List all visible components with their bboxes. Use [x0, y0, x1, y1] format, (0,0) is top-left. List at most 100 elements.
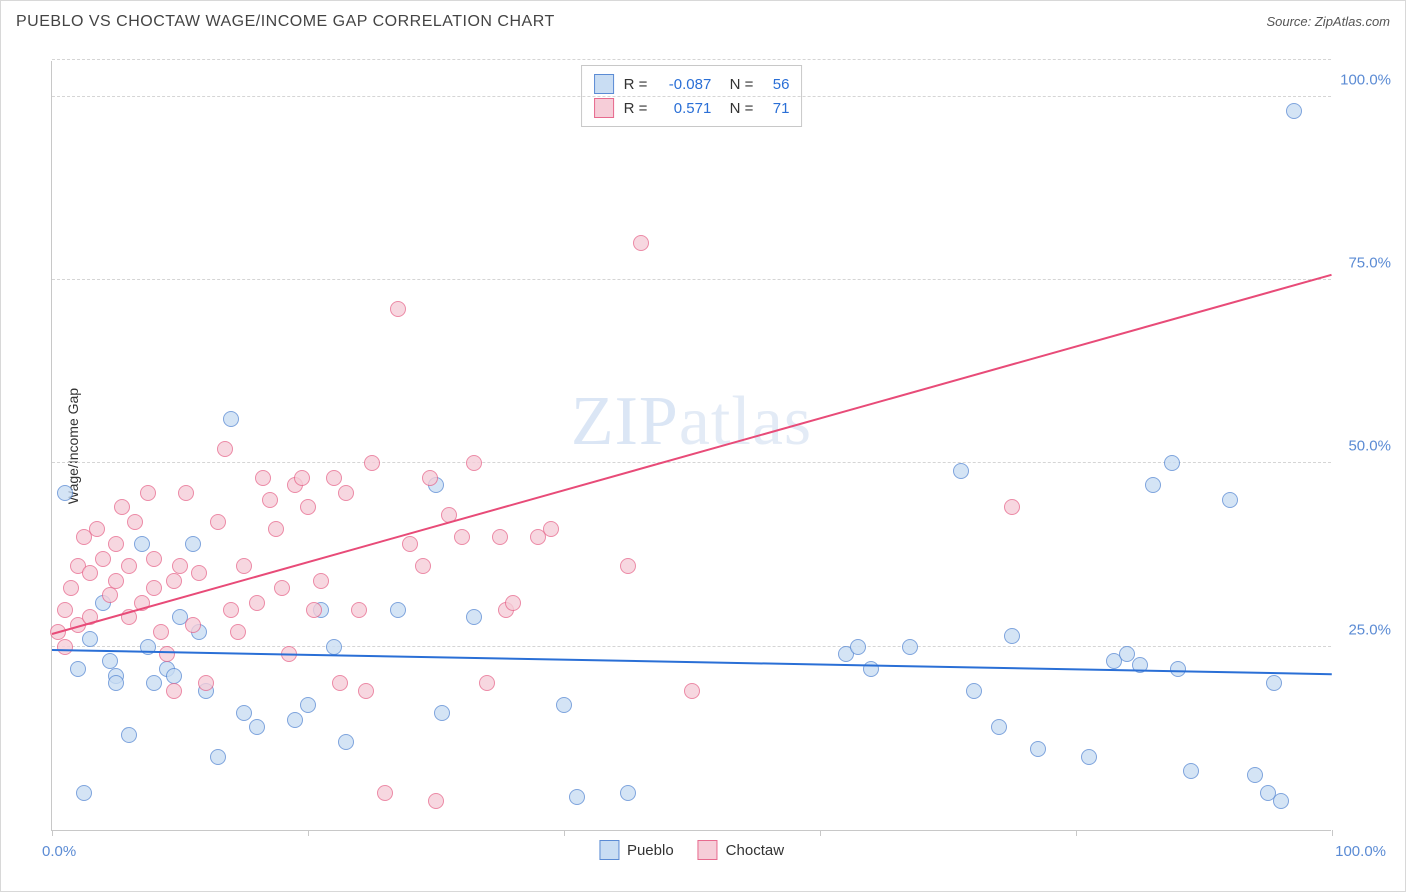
y-tick-label: 75.0%	[1348, 255, 1391, 272]
data-point	[953, 463, 969, 479]
data-point	[70, 661, 86, 677]
y-tick-label: 25.0%	[1348, 621, 1391, 638]
data-point	[364, 455, 380, 471]
data-point	[377, 785, 393, 801]
data-point	[1286, 103, 1302, 119]
legend-stats-row: R =0.571 N =71	[594, 96, 790, 120]
data-point	[402, 536, 418, 552]
legend-n-label: N =	[721, 100, 753, 117]
data-point	[556, 697, 572, 713]
data-point	[684, 683, 700, 699]
legend-series-label: Choctaw	[726, 842, 784, 859]
data-point	[1030, 741, 1046, 757]
data-point	[428, 793, 444, 809]
legend-series: Pueblo Choctaw	[599, 840, 784, 860]
x-tick	[52, 830, 53, 836]
data-point	[1222, 492, 1238, 508]
data-point	[198, 675, 214, 691]
data-point	[223, 602, 239, 618]
data-point	[1247, 767, 1263, 783]
data-point	[153, 624, 169, 640]
data-point	[185, 536, 201, 552]
data-point	[159, 646, 175, 662]
data-point	[255, 470, 271, 486]
data-point	[326, 470, 342, 486]
data-point	[306, 602, 322, 618]
data-point	[1164, 455, 1180, 471]
data-point	[108, 536, 124, 552]
data-point	[850, 639, 866, 655]
data-point	[108, 573, 124, 589]
data-point	[57, 485, 73, 501]
data-point	[82, 631, 98, 647]
legend-n-value: 56	[763, 76, 789, 93]
data-point	[492, 529, 508, 545]
data-point	[82, 565, 98, 581]
x-tick	[1076, 830, 1077, 836]
data-point	[249, 595, 265, 611]
legend-stats-row: R =-0.087 N =56	[594, 72, 790, 96]
data-point	[57, 602, 73, 618]
data-point	[1273, 793, 1289, 809]
legend-swatch	[594, 98, 614, 118]
x-tick	[308, 830, 309, 836]
chart-container: PUEBLO VS CHOCTAW WAGE/INCOME GAP CORREL…	[0, 0, 1406, 892]
legend-series-item: Pueblo	[599, 840, 674, 860]
data-point	[262, 492, 278, 508]
data-point	[210, 749, 226, 765]
data-point	[146, 580, 162, 596]
data-point	[236, 705, 252, 721]
data-point	[294, 470, 310, 486]
data-point	[102, 587, 118, 603]
data-point	[620, 785, 636, 801]
data-point	[127, 514, 143, 530]
data-point	[268, 521, 284, 537]
data-point	[479, 675, 495, 691]
data-point	[146, 675, 162, 691]
data-point	[114, 499, 130, 515]
data-point	[287, 712, 303, 728]
legend-series-item: Choctaw	[698, 840, 784, 860]
data-point	[166, 683, 182, 699]
data-point	[140, 485, 156, 501]
plot-area: ZIPatlas R =-0.087 N =56R =0.571 N =71 0…	[51, 61, 1331, 831]
data-point	[217, 441, 233, 457]
data-point	[102, 653, 118, 669]
data-point	[134, 536, 150, 552]
data-point	[454, 529, 470, 545]
data-point	[95, 551, 111, 567]
data-point	[1081, 749, 1097, 765]
data-point	[89, 521, 105, 537]
gridline	[52, 462, 1331, 463]
x-axis-min-label: 0.0%	[42, 843, 76, 860]
title-bar: PUEBLO VS CHOCTAW WAGE/INCOME GAP CORREL…	[16, 13, 1390, 31]
data-point	[166, 573, 182, 589]
legend-n-value: 71	[763, 100, 789, 117]
legend-swatch	[594, 74, 614, 94]
gridline	[52, 96, 1331, 97]
data-point	[633, 235, 649, 251]
data-point	[236, 558, 252, 574]
data-point	[210, 514, 226, 530]
data-point	[338, 485, 354, 501]
data-point	[1145, 477, 1161, 493]
legend-swatch	[599, 840, 619, 860]
gridline	[52, 59, 1331, 60]
legend-r-label: R =	[624, 100, 648, 117]
data-point	[466, 609, 482, 625]
x-tick	[1332, 830, 1333, 836]
data-point	[57, 639, 73, 655]
data-point	[300, 697, 316, 713]
data-point	[466, 455, 482, 471]
data-point	[863, 661, 879, 677]
data-point	[230, 624, 246, 640]
gridline	[52, 279, 1331, 280]
data-point	[620, 558, 636, 574]
data-point	[1004, 628, 1020, 644]
data-point	[390, 301, 406, 317]
y-tick-label: 50.0%	[1348, 438, 1391, 455]
data-point	[146, 551, 162, 567]
data-point	[63, 580, 79, 596]
data-point	[121, 727, 137, 743]
data-point	[991, 719, 1007, 735]
